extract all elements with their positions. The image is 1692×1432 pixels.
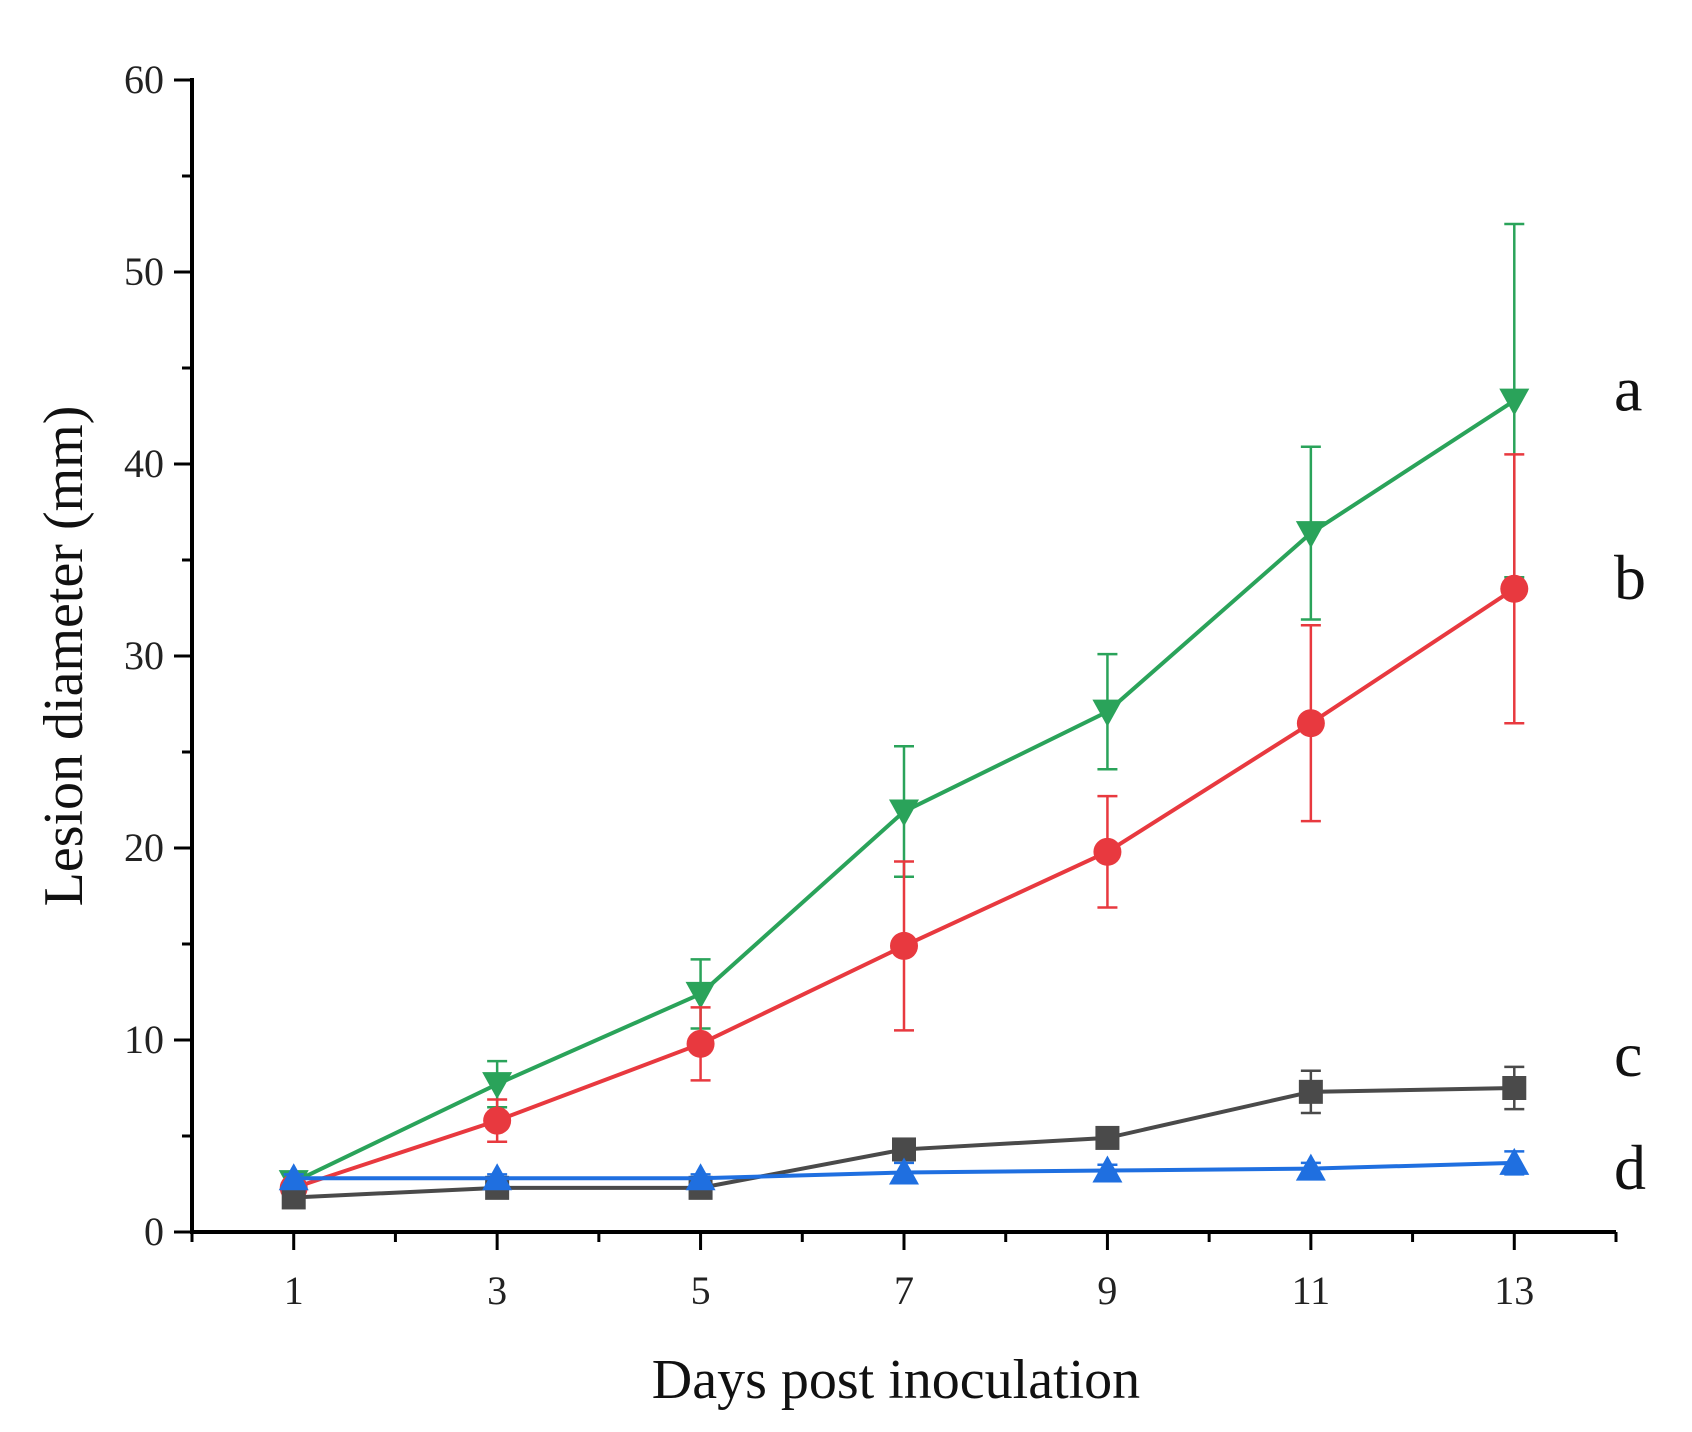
- x-tick-label: 5: [691, 1268, 711, 1313]
- data-point: [1296, 709, 1325, 738]
- data-point: [1295, 521, 1326, 549]
- series: [278, 222, 1530, 1210]
- data-point: [483, 1106, 512, 1135]
- series-c: [281, 1065, 1527, 1210]
- x-axis-title: Days post inoculation: [652, 1349, 1140, 1411]
- data-point: [889, 799, 919, 827]
- y-tick-label: 50: [124, 249, 164, 294]
- series-label-a: a: [1614, 354, 1642, 425]
- y-tick-label: 20: [124, 825, 164, 870]
- data-point: [1500, 574, 1529, 603]
- data-point: [1502, 1076, 1527, 1100]
- series-label-d: d: [1614, 1132, 1646, 1203]
- data-point: [685, 981, 716, 1009]
- data-point: [1092, 699, 1123, 727]
- data-point: [1499, 388, 1530, 416]
- y-tick-label: 10: [124, 1017, 164, 1062]
- data-point: [889, 1157, 919, 1185]
- data-point: [1095, 1125, 1120, 1150]
- x-tick-label: 13: [1494, 1268, 1534, 1313]
- data-point: [892, 1137, 916, 1162]
- group-labels: a b cd: [1614, 354, 1646, 1203]
- x-tick-label: 11: [1292, 1268, 1331, 1313]
- data-point: [686, 1029, 715, 1058]
- data-point: [1092, 1155, 1123, 1183]
- y-tick-label: 0: [144, 1209, 164, 1254]
- series-a: [278, 222, 1530, 1198]
- x-tick-label: 9: [1097, 1268, 1117, 1313]
- data-point: [278, 1163, 309, 1191]
- y-tick-label: 30: [124, 633, 164, 678]
- data-point: [1298, 1079, 1323, 1104]
- y-tick-label: 60: [124, 57, 164, 102]
- data-point: [482, 1163, 513, 1191]
- data-point: [482, 1072, 513, 1100]
- series-b: [279, 453, 1529, 1202]
- x-tick-label: 7: [894, 1268, 914, 1313]
- series-label-b: b: [1614, 542, 1646, 613]
- axes: [190, 78, 1616, 1234]
- data-point: [685, 1163, 716, 1191]
- x-tick-label: 3: [487, 1268, 507, 1313]
- data-point: [1093, 837, 1122, 866]
- series-label-c: c: [1614, 1019, 1642, 1090]
- y-tick-label: 40: [124, 441, 164, 486]
- data-point: [1499, 1147, 1530, 1175]
- y-axis-title: Lesion diameter (mm): [33, 406, 95, 907]
- data-point: [890, 931, 918, 960]
- x-tick-label: 1: [284, 1268, 304, 1313]
- series-d: [278, 1147, 1530, 1191]
- data-point: [1295, 1153, 1326, 1181]
